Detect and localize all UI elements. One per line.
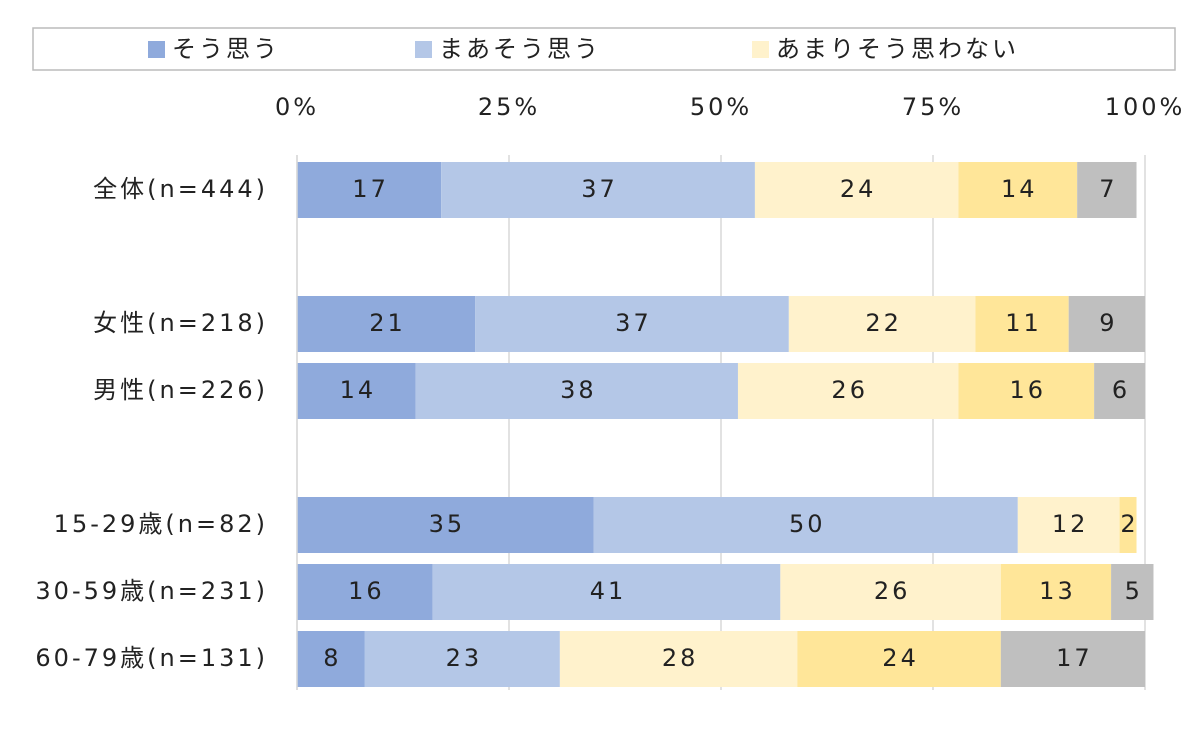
legend-swatch bbox=[752, 41, 769, 58]
data-label: 17 bbox=[1056, 644, 1093, 672]
x-tick-label: 100% bbox=[1105, 93, 1186, 121]
data-label: 7 bbox=[1099, 175, 1117, 203]
data-label: 35 bbox=[429, 510, 466, 538]
bar-segment bbox=[975, 296, 1069, 352]
bar-segment bbox=[593, 497, 1018, 553]
x-tick-label: 75% bbox=[902, 93, 964, 121]
data-label: 24 bbox=[882, 644, 919, 672]
data-label: 6 bbox=[1112, 376, 1130, 404]
bar-segment bbox=[1000, 631, 1145, 687]
data-label: 16 bbox=[1010, 376, 1047, 404]
bar-segment bbox=[1077, 162, 1137, 218]
y-tick-label: 全体(n=444) bbox=[93, 175, 268, 203]
data-label: 5 bbox=[1125, 577, 1143, 605]
bar-segment bbox=[297, 363, 416, 419]
bar-segment bbox=[297, 631, 365, 687]
data-label: 24 bbox=[840, 175, 877, 203]
data-label: 37 bbox=[581, 175, 618, 203]
bar-segment bbox=[1068, 296, 1145, 352]
data-label: 50 bbox=[789, 510, 826, 538]
data-label: 14 bbox=[1001, 175, 1038, 203]
data-label: 23 bbox=[446, 644, 483, 672]
bar-segment bbox=[754, 162, 959, 218]
data-label: 26 bbox=[831, 376, 868, 404]
bar-segment bbox=[441, 162, 755, 218]
data-label: 12 bbox=[1052, 510, 1089, 538]
bar-segment bbox=[297, 564, 433, 620]
legend-swatch bbox=[148, 41, 165, 58]
bar-segment bbox=[788, 296, 976, 352]
x-tick-label: 0% bbox=[275, 93, 319, 121]
bar-segment bbox=[958, 363, 1095, 419]
data-label: 28 bbox=[662, 644, 699, 672]
data-label: 38 bbox=[560, 376, 597, 404]
bar-segment bbox=[1111, 564, 1154, 620]
y-tick-label: 15-29歳(n=82) bbox=[54, 510, 268, 538]
bar-segment bbox=[780, 564, 1001, 620]
data-label: 16 bbox=[348, 577, 385, 605]
bar-segment bbox=[559, 631, 798, 687]
bar-segment bbox=[1119, 497, 1137, 553]
legend-label: まあそう思う bbox=[439, 35, 601, 63]
data-label: 41 bbox=[590, 577, 627, 605]
bar-segment bbox=[432, 564, 781, 620]
y-tick-label: 男性(n=226) bbox=[93, 376, 268, 404]
bar-segment bbox=[297, 296, 476, 352]
data-label: 21 bbox=[369, 309, 406, 337]
x-tick-label: 50% bbox=[690, 93, 752, 121]
bar-segment bbox=[475, 296, 789, 352]
bar-segment bbox=[1000, 564, 1112, 620]
x-tick-label: 25% bbox=[478, 93, 540, 121]
bar-segment bbox=[737, 363, 959, 419]
data-label: 22 bbox=[865, 309, 902, 337]
y-tick-label: 60-79歳(n=131) bbox=[35, 644, 268, 672]
bar-segment bbox=[364, 631, 560, 687]
data-label: 26 bbox=[874, 577, 911, 605]
data-label: 8 bbox=[323, 644, 341, 672]
bar-segment bbox=[297, 497, 594, 553]
y-tick-label: 女性(n=218) bbox=[93, 309, 268, 337]
y-tick-label: 30-59歳(n=231) bbox=[35, 577, 268, 605]
legend-swatch bbox=[415, 41, 432, 58]
data-label: 14 bbox=[340, 376, 377, 404]
data-label: 17 bbox=[352, 175, 389, 203]
bar-segment bbox=[297, 162, 442, 218]
data-label: 37 bbox=[615, 309, 652, 337]
bar-segment bbox=[958, 162, 1078, 218]
data-label: 9 bbox=[1099, 309, 1117, 337]
data-label: 2 bbox=[1120, 510, 1138, 538]
data-label: 13 bbox=[1039, 577, 1076, 605]
bar-segment bbox=[1094, 363, 1145, 419]
bar-segment bbox=[797, 631, 1001, 687]
bar-segment bbox=[1017, 497, 1120, 553]
bar-segment bbox=[415, 363, 738, 419]
legend-label: そう思う bbox=[172, 35, 280, 63]
data-label: 11 bbox=[1005, 309, 1042, 337]
legend-label: あまりそう思わない bbox=[776, 35, 1019, 63]
legend-box bbox=[32, 27, 1176, 71]
